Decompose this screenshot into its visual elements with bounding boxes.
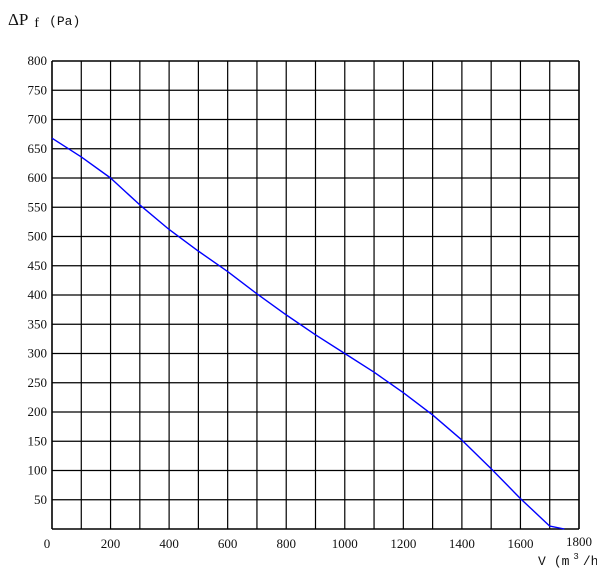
x-tick-label: 1000 [332, 536, 358, 551]
series-layer [51, 137, 565, 530]
y-axis-label: ΔP f (Pa) [8, 10, 80, 31]
x-axis-label-unit-open: (m [554, 554, 570, 569]
y-tick-label: 150 [28, 433, 48, 448]
y-tick-label: 100 [28, 463, 48, 478]
x-tick-labels: 0 200 400 600 800 1000 1200 1400 1600 1800 [44, 534, 592, 551]
x-tick-label: 600 [218, 536, 238, 551]
x-tick-label: 800 [276, 536, 296, 551]
x-tick-label: 200 [101, 536, 121, 551]
y-tick-label: 250 [28, 375, 48, 390]
series-line [51, 137, 565, 530]
y-axis-label-subscript: f [34, 16, 39, 31]
grid [51, 60, 580, 530]
y-tick-label: 200 [28, 404, 48, 419]
x-tick-label: 400 [159, 536, 179, 551]
y-tick-label: 300 [28, 346, 48, 361]
y-tick-label: 800 [28, 53, 48, 68]
y-tick-label: 700 [28, 112, 48, 127]
y-tick-label: 600 [28, 170, 48, 185]
y-tick-labels: 50 100 150 200 250 300 350 400 450 500 550 600 650 70… [28, 53, 48, 507]
y-tick-label: 550 [28, 199, 48, 214]
x-axis-label-unit-close: /h [583, 554, 597, 569]
y-axis-label-symbol: ΔP [8, 10, 28, 29]
x-tick-label: 1600 [507, 536, 533, 551]
x-axis-label-var: V [538, 554, 546, 569]
y-axis-label-unit: (Pa) [49, 14, 80, 29]
y-tick-label: 50 [34, 492, 47, 507]
y-tick-label: 750 [28, 82, 48, 97]
x-tick-label: 1400 [449, 536, 475, 551]
y-tick-label: 650 [28, 141, 48, 156]
x-axis-label: V (m 3 /h [538, 546, 597, 569]
x-axis-label-superscript: 3 [573, 552, 578, 562]
x-tick-label: 1200 [390, 536, 416, 551]
y-tick-label: 350 [28, 316, 48, 331]
y-tick-label: 400 [28, 287, 48, 302]
x-tick-label: 1800 [566, 534, 592, 549]
y-tick-label: 500 [28, 229, 48, 244]
x-tick-label: 0 [44, 536, 51, 551]
y-tick-label: 450 [28, 258, 48, 273]
